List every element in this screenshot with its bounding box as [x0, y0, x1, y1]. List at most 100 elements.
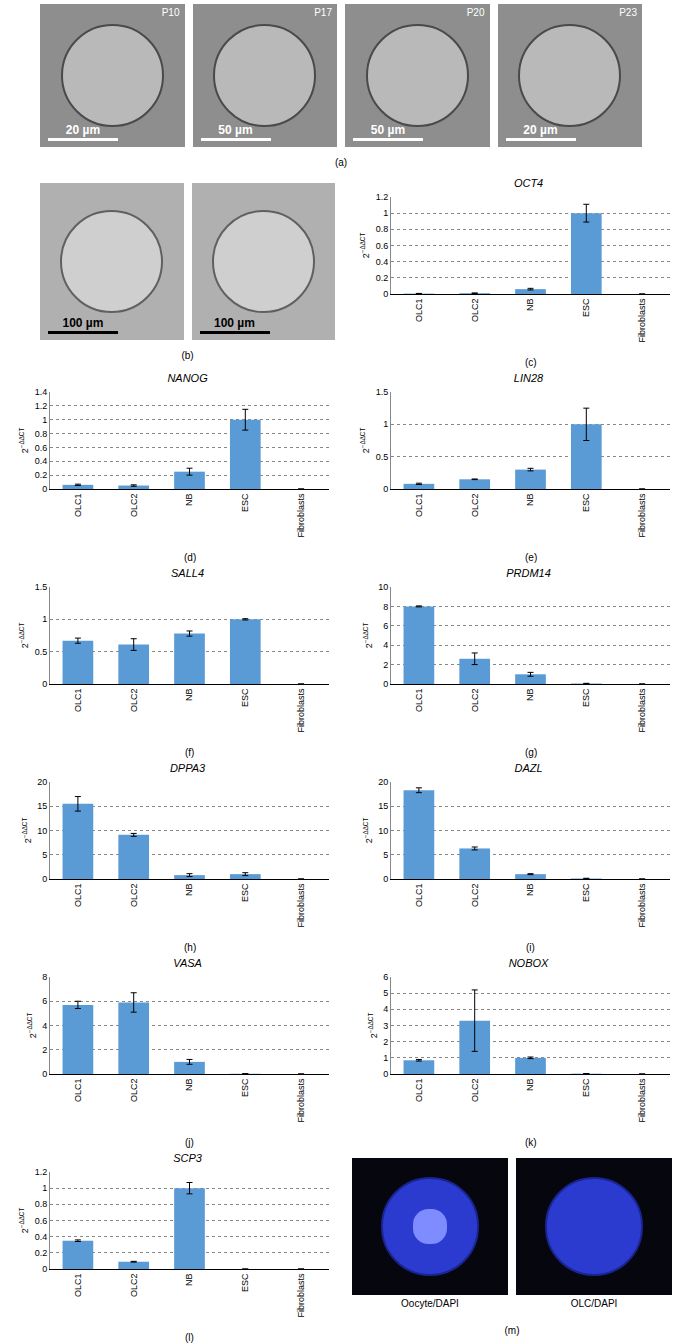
svg-text:1: 1 — [42, 614, 47, 624]
svg-text:DPPA3: DPPA3 — [170, 762, 206, 774]
svg-text:20: 20 — [378, 777, 388, 787]
svg-text:2​−ΔΔCT​: 2​−ΔΔCT​ — [21, 818, 33, 844]
svg-text:OLC1: OLC1 — [73, 689, 83, 713]
svg-text:Fibroblasts: Fibroblasts — [296, 883, 306, 928]
svg-text:OLC1: OLC1 — [73, 494, 83, 518]
svg-text:ESC: ESC — [240, 1078, 250, 1097]
svg-text:LIN28: LIN28 — [514, 372, 544, 384]
svg-text:0.4: 0.4 — [35, 456, 48, 466]
svg-text:4: 4 — [42, 1021, 47, 1031]
svg-text:6: 6 — [383, 621, 388, 631]
svg-text:4: 4 — [383, 640, 388, 650]
svg-text:NB: NB — [184, 1079, 194, 1092]
svg-text:2​−ΔΔCT​: 2​−ΔΔCT​ — [367, 1013, 379, 1039]
svg-text:1.4: 1.4 — [35, 387, 48, 397]
svg-text:1.2: 1.2 — [376, 192, 389, 202]
svg-text:(i): (i) — [526, 942, 535, 953]
svg-text:NOBOX: NOBOX — [509, 957, 549, 969]
svg-text:Fibroblasts: Fibroblasts — [637, 688, 647, 733]
svg-text:NB: NB — [525, 494, 535, 507]
svg-text:(c): (c) — [525, 357, 537, 368]
svg-text:6: 6 — [383, 972, 388, 982]
svg-text:0.5: 0.5 — [35, 647, 48, 657]
svg-text:ESC: ESC — [581, 688, 591, 707]
svg-text:2​−ΔΔCT​: 2​−ΔΔCT​ — [26, 1013, 38, 1039]
svg-text:OLC1: OLC1 — [73, 1079, 83, 1103]
svg-text:OLC2: OLC2 — [129, 494, 139, 518]
svg-text:0.2: 0.2 — [376, 273, 389, 283]
svg-text:2​−ΔΔCT​: 2​−ΔΔCT​ — [18, 623, 30, 649]
svg-text:2: 2 — [383, 1037, 388, 1047]
svg-text:0.4: 0.4 — [35, 1232, 48, 1242]
svg-text:OCT4: OCT4 — [514, 177, 543, 189]
svg-text:0.8: 0.8 — [35, 1199, 48, 1209]
svg-text:Fibroblasts: Fibroblasts — [637, 298, 647, 343]
svg-text:6: 6 — [42, 996, 47, 1006]
svg-text:1.5: 1.5 — [376, 387, 389, 397]
svg-text:NB: NB — [184, 689, 194, 702]
svg-text:1: 1 — [42, 415, 47, 425]
svg-text:ESC: ESC — [581, 493, 591, 512]
svg-text:0: 0 — [383, 289, 388, 299]
svg-text:0.6: 0.6 — [35, 1216, 48, 1226]
svg-text:1.2: 1.2 — [35, 1167, 48, 1177]
svg-text:(k): (k) — [525, 1137, 537, 1148]
svg-text:0.2: 0.2 — [35, 470, 48, 480]
svg-text:ESC: ESC — [240, 688, 250, 707]
svg-text:15: 15 — [37, 801, 47, 811]
svg-text:2: 2 — [42, 1045, 47, 1055]
svg-text:1.5: 1.5 — [35, 582, 48, 592]
svg-text:5: 5 — [383, 850, 388, 860]
svg-text:OLC1: OLC1 — [414, 1079, 424, 1103]
svg-text:DAZL: DAZL — [514, 762, 542, 774]
svg-text:10: 10 — [37, 826, 47, 836]
svg-text:NB: NB — [184, 1274, 194, 1287]
svg-text:SCP3: SCP3 — [173, 1152, 203, 1164]
svg-text:5: 5 — [383, 988, 388, 998]
svg-text:0.4: 0.4 — [376, 257, 389, 267]
svg-text:OLC2: OLC2 — [470, 689, 480, 713]
svg-text:OLC2: OLC2 — [129, 1274, 139, 1298]
svg-text:2​−ΔΔCT​: 2​−ΔΔCT​ — [362, 818, 374, 844]
svg-text:(d): (d) — [184, 552, 196, 563]
svg-text:1.2: 1.2 — [35, 401, 48, 411]
svg-text:OLC2: OLC2 — [129, 689, 139, 713]
svg-text:(f): (f) — [185, 747, 194, 758]
svg-text:ESC: ESC — [240, 1273, 250, 1292]
svg-text:NB: NB — [184, 494, 194, 507]
svg-text:OLC1: OLC1 — [414, 884, 424, 908]
svg-text:PRDM14: PRDM14 — [506, 567, 551, 579]
svg-text:0: 0 — [42, 484, 47, 494]
svg-text:OLC2: OLC2 — [470, 299, 480, 323]
svg-text:ESC: ESC — [581, 1078, 591, 1097]
svg-text:0: 0 — [383, 874, 388, 884]
svg-text:Fibroblasts: Fibroblasts — [296, 1078, 306, 1123]
svg-text:1: 1 — [383, 208, 388, 218]
svg-text:NB: NB — [525, 884, 535, 897]
svg-text:Fibroblasts: Fibroblasts — [296, 1273, 306, 1318]
svg-text:2​−ΔΔCT​: 2​−ΔΔCT​ — [362, 623, 374, 649]
svg-text:10: 10 — [378, 582, 388, 592]
svg-text:NANOG: NANOG — [167, 372, 208, 384]
svg-text:ESC: ESC — [240, 883, 250, 902]
svg-text:0: 0 — [42, 874, 47, 884]
svg-text:1: 1 — [383, 1053, 388, 1063]
svg-text:0: 0 — [383, 1069, 388, 1079]
svg-text:10: 10 — [378, 826, 388, 836]
svg-text:OLC1: OLC1 — [73, 884, 83, 908]
svg-text:0: 0 — [42, 1069, 47, 1079]
svg-text:Fibroblasts: Fibroblasts — [637, 883, 647, 928]
svg-text:(g): (g) — [525, 747, 537, 758]
svg-text:1: 1 — [383, 419, 388, 429]
svg-text:3: 3 — [383, 1021, 388, 1031]
svg-text:SALL4: SALL4 — [171, 567, 204, 579]
svg-text:8: 8 — [383, 602, 388, 612]
svg-text:NB: NB — [525, 689, 535, 702]
svg-text:15: 15 — [378, 801, 388, 811]
svg-text:OLC1: OLC1 — [73, 1274, 83, 1298]
svg-text:VASA: VASA — [173, 957, 202, 969]
svg-text:0.6: 0.6 — [376, 241, 389, 251]
svg-text:20: 20 — [37, 777, 47, 787]
svg-text:(l): (l) — [185, 1332, 194, 1343]
svg-text:0: 0 — [383, 679, 388, 689]
